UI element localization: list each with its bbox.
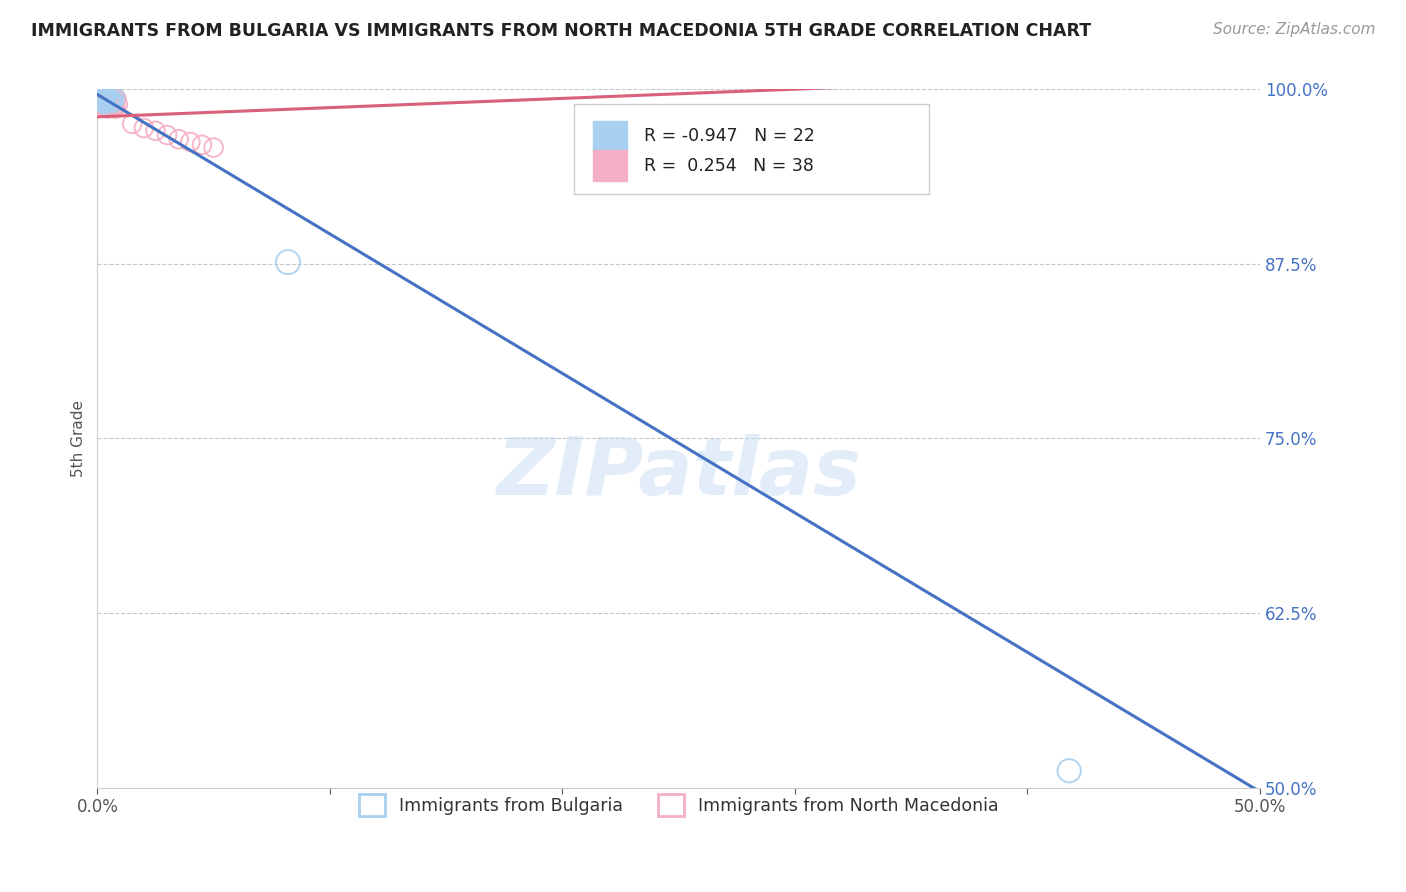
Point	[101, 95, 124, 109]
Point	[179, 135, 201, 149]
Point	[100, 93, 122, 107]
Point	[103, 95, 125, 110]
Text: Source: ZipAtlas.com: Source: ZipAtlas.com	[1212, 22, 1375, 37]
FancyBboxPatch shape	[592, 151, 627, 181]
Text: R =  0.254   N = 38: R = 0.254 N = 38	[644, 157, 814, 175]
Point	[91, 87, 114, 102]
Point	[94, 97, 117, 112]
Point	[156, 128, 179, 142]
Legend: Immigrants from Bulgaria, Immigrants from North Macedonia: Immigrants from Bulgaria, Immigrants fro…	[350, 786, 1007, 824]
Text: ZIPatlas: ZIPatlas	[496, 434, 860, 512]
Text: IMMIGRANTS FROM BULGARIA VS IMMIGRANTS FROM NORTH MACEDONIA 5TH GRADE CORRELATIO: IMMIGRANTS FROM BULGARIA VS IMMIGRANTS F…	[31, 22, 1091, 40]
Point	[202, 140, 225, 154]
Point	[89, 92, 111, 106]
Point	[96, 92, 118, 106]
Point	[90, 93, 112, 107]
Point	[100, 92, 122, 106]
Point	[89, 90, 111, 104]
Point	[97, 90, 120, 104]
Point	[1057, 764, 1080, 778]
Point	[104, 90, 127, 104]
Point	[96, 100, 118, 114]
Point	[191, 137, 214, 152]
Point	[101, 95, 124, 110]
Point	[145, 124, 167, 138]
Point	[96, 95, 118, 110]
FancyBboxPatch shape	[574, 104, 928, 194]
Point	[94, 90, 117, 104]
Point	[103, 100, 125, 114]
Point	[94, 95, 117, 109]
Point	[91, 95, 114, 109]
Point	[121, 117, 143, 131]
Point	[101, 90, 124, 104]
Point	[107, 97, 129, 112]
Point	[93, 92, 115, 106]
Point	[97, 97, 120, 112]
Point	[98, 98, 121, 112]
Point	[89, 88, 111, 103]
Point	[98, 87, 121, 102]
Point	[90, 97, 112, 112]
Point	[98, 93, 121, 107]
Point	[96, 92, 118, 106]
Point	[91, 87, 114, 102]
Point	[89, 93, 111, 107]
Point	[167, 132, 190, 146]
Point	[89, 85, 111, 99]
Text: R = -0.947   N = 22: R = -0.947 N = 22	[644, 128, 814, 145]
Point	[98, 92, 121, 106]
Point	[91, 98, 114, 112]
Point	[90, 92, 112, 106]
Point	[93, 90, 115, 104]
Point	[97, 102, 120, 116]
Point	[91, 95, 114, 110]
Point	[96, 87, 118, 102]
Point	[105, 92, 128, 106]
Point	[93, 88, 115, 103]
FancyBboxPatch shape	[592, 121, 627, 152]
Point	[277, 255, 299, 269]
Point	[89, 95, 111, 109]
Point	[94, 88, 117, 103]
Point	[91, 95, 114, 109]
Point	[93, 100, 115, 114]
Y-axis label: 5th Grade: 5th Grade	[72, 400, 86, 476]
Point	[103, 95, 125, 109]
Point	[100, 88, 122, 103]
Point	[100, 98, 122, 112]
Point	[132, 121, 155, 136]
Point	[90, 86, 112, 100]
Point	[104, 102, 127, 116]
